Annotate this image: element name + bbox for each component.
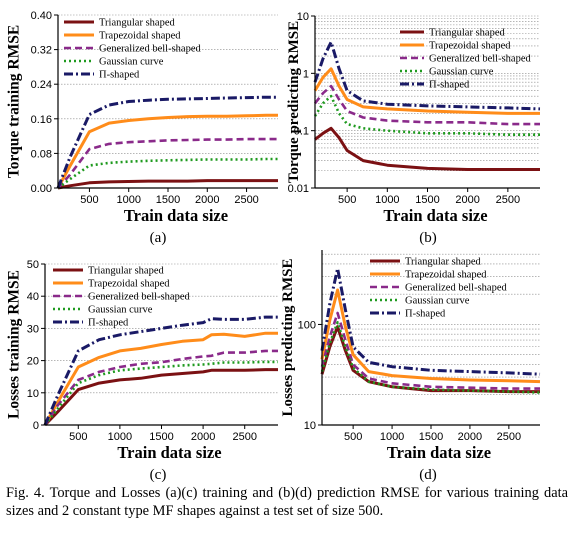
series-line-gaussian xyxy=(320,320,541,394)
chart-panel-d: 500 1000 1500 2000 2500 10 100 Train data size L… xyxy=(280,250,541,483)
series-line-trapezoidal xyxy=(43,331,278,426)
chart-panel-b: 500 1000 1500 2000 2500 0.01 0.1 1 10 Train data … xyxy=(286,11,541,246)
x-axis-label: Train data size xyxy=(387,443,491,462)
legend-label: Trapezoidal shaped xyxy=(429,41,511,52)
panel-label: (b) xyxy=(419,230,437,246)
y-tick-label: 10 xyxy=(304,420,316,432)
x-tick-label: 2000 xyxy=(195,194,219,206)
legend-label: Π-shaped xyxy=(429,80,470,91)
y-tick-label: 0.32 xyxy=(31,45,52,57)
x-tick-label: 1000 xyxy=(116,194,140,206)
y-axis-label: Losses predicting RMSE xyxy=(280,258,296,416)
y-tick-label: 30 xyxy=(27,323,39,335)
y-axis-label: Losses training RMSE xyxy=(6,270,23,419)
series-line-triangular xyxy=(43,368,278,427)
x-tick-label: 2000 xyxy=(455,194,479,206)
panel-label: (d) xyxy=(419,467,437,483)
legend-label: Gaussian curve xyxy=(429,67,494,78)
chart-panel-a: 500 1000 1500 2000 2500 0.00 0.08 0.16 0.24 0.32 0… xyxy=(6,10,278,246)
y-tick-label: 0.1 xyxy=(294,126,309,138)
y-tick-label: 1 xyxy=(303,68,309,80)
series-line-pi xyxy=(56,95,278,189)
x-tick-label: 500 xyxy=(69,431,87,443)
legend-label: Trapezoidal shaped xyxy=(88,279,170,290)
x-tick-label: 1500 xyxy=(149,431,173,443)
series-line-pi xyxy=(313,40,541,111)
x-tick-label: 1000 xyxy=(108,431,132,443)
series-line-bell xyxy=(57,137,278,189)
legend-label: Gaussian curve xyxy=(88,305,153,316)
series-line-triangular xyxy=(314,126,540,171)
legend-label: Triangular shaped xyxy=(88,266,164,277)
x-tick-label: 2500 xyxy=(497,431,521,443)
legend-label: Trapezoidal shaped xyxy=(99,31,181,42)
y-axis-label: Torque training RMSE xyxy=(6,25,23,178)
y-tick-label: 0.24 xyxy=(31,79,52,91)
legend-label: Triangular shaped xyxy=(429,28,505,39)
legend-label: Triangular shaped xyxy=(99,18,175,29)
y-tick-label: 20 xyxy=(27,356,39,368)
x-axis-label: Train data size xyxy=(383,206,487,225)
legend-label: Gaussian curve xyxy=(405,296,470,307)
legend-label: Gaussian curve xyxy=(99,57,164,68)
y-tick-label: 0.00 xyxy=(31,183,52,195)
x-tick-label: 500 xyxy=(344,431,362,443)
x-axis-label: Train data size xyxy=(117,443,221,462)
y-tick-label: 10 xyxy=(27,388,39,400)
x-axis-label: Train data size xyxy=(124,206,228,225)
x-tick-label: 2500 xyxy=(234,194,258,206)
y-axis-label: Torque predicting RMSE xyxy=(286,21,302,183)
legend-label: Generalized bell-shaped xyxy=(429,54,531,65)
x-tick-label: 1500 xyxy=(415,194,439,206)
panel-label: (c) xyxy=(150,467,167,483)
x-tick-label: 2000 xyxy=(458,431,482,443)
legend-label: Generalized bell-shaped xyxy=(405,283,507,294)
series-line-gaussian xyxy=(57,157,278,190)
legend-label: Π-shaped xyxy=(88,318,129,329)
y-tick-label: 40 xyxy=(27,291,39,303)
legend-label: Triangular shaped xyxy=(405,257,481,268)
series-line-pi xyxy=(320,267,541,376)
x-tick-label: 2000 xyxy=(191,431,215,443)
y-tick-label: 0.01 xyxy=(288,183,309,195)
series-line-trapezoidal xyxy=(56,113,278,189)
x-tick-label: 2500 xyxy=(232,431,256,443)
legend-label: Π-shaped xyxy=(405,309,446,320)
y-tick-label: 0.08 xyxy=(31,148,52,160)
series-line-pi xyxy=(43,315,278,426)
legend-label: Generalized bell-shaped xyxy=(88,292,190,303)
y-tick-label: 10 xyxy=(297,11,309,23)
x-tick-label: 500 xyxy=(80,194,98,206)
legend-label: Generalized bell-shaped xyxy=(99,44,201,55)
series-line-trapezoidal xyxy=(313,67,540,115)
legend-label: Π-shaped xyxy=(99,70,140,81)
chart-panel-c: 500 1000 1500 2000 2500 0 10 20 30 40 50 Train data… xyxy=(6,259,278,483)
series-line-bell xyxy=(313,84,540,126)
panel-label: (a) xyxy=(150,230,167,246)
y-tick-label: 50 xyxy=(27,259,39,271)
y-tick-label: 0 xyxy=(33,420,39,432)
series-line-triangular xyxy=(57,179,278,190)
y-tick-label: 100 xyxy=(298,319,316,331)
x-tick-label: 1500 xyxy=(156,194,180,206)
series-line-bell xyxy=(320,311,540,390)
legend-label: Trapezoidal shaped xyxy=(405,270,487,281)
series-line-trapezoidal xyxy=(320,288,541,384)
series-line-bell xyxy=(43,349,278,426)
x-tick-label: 500 xyxy=(338,194,356,206)
y-tick-label: 0.16 xyxy=(31,114,52,126)
x-tick-label: 1000 xyxy=(375,194,399,206)
y-tick-label: 0.40 xyxy=(31,10,52,22)
x-tick-label: 1500 xyxy=(419,431,443,443)
x-tick-label: 1000 xyxy=(380,431,404,443)
x-tick-label: 2500 xyxy=(496,194,520,206)
figure-caption: Fig. 4. Torque and Losses (a)(c) trainin… xyxy=(6,485,568,519)
